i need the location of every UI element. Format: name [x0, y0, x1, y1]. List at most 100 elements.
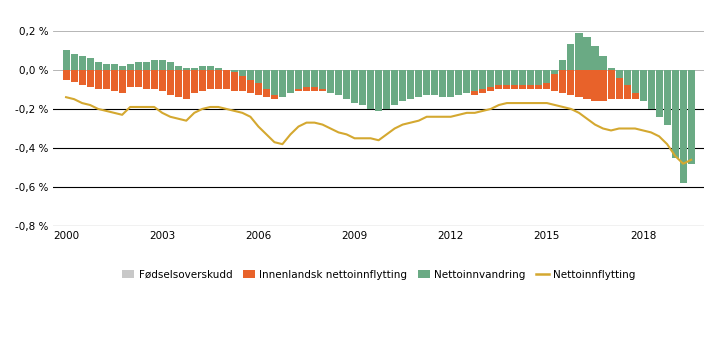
- Bar: [567, 44, 574, 70]
- Bar: [487, 70, 495, 76]
- Bar: [311, 70, 318, 91]
- Bar: [471, 70, 478, 95]
- Bar: [575, 70, 582, 76]
- Bar: [351, 70, 358, 76]
- Bar: [480, 70, 486, 76]
- Bar: [175, 70, 182, 97]
- Bar: [239, 70, 246, 91]
- Bar: [672, 70, 679, 76]
- Bar: [247, 70, 254, 76]
- Bar: [471, 70, 478, 76]
- Bar: [423, 70, 430, 76]
- Bar: [359, 70, 366, 105]
- Bar: [383, 70, 390, 109]
- Bar: [247, 70, 254, 93]
- Bar: [431, 70, 439, 95]
- Bar: [70, 70, 78, 81]
- Bar: [159, 70, 166, 76]
- Bar: [223, 70, 230, 76]
- Bar: [536, 70, 542, 76]
- Bar: [207, 66, 214, 70]
- Bar: [559, 70, 567, 93]
- Bar: [215, 68, 222, 70]
- Bar: [279, 70, 286, 97]
- Bar: [183, 68, 190, 70]
- Bar: [631, 70, 638, 76]
- Bar: [327, 70, 334, 76]
- Bar: [86, 70, 93, 87]
- Bar: [648, 70, 654, 76]
- Bar: [191, 68, 198, 70]
- Bar: [223, 70, 230, 89]
- Bar: [279, 70, 286, 76]
- Bar: [431, 70, 439, 76]
- Bar: [191, 70, 198, 93]
- Bar: [623, 70, 631, 86]
- Bar: [103, 64, 110, 70]
- Bar: [295, 70, 302, 91]
- Bar: [480, 70, 486, 89]
- Bar: [439, 70, 446, 91]
- Bar: [664, 70, 671, 124]
- Bar: [335, 70, 342, 95]
- Bar: [544, 70, 551, 84]
- Bar: [487, 70, 495, 87]
- Bar: [335, 70, 342, 95]
- Bar: [536, 70, 542, 89]
- Bar: [608, 70, 615, 99]
- Bar: [287, 70, 294, 93]
- Bar: [679, 70, 687, 76]
- Bar: [367, 70, 374, 76]
- Bar: [78, 56, 86, 70]
- Bar: [231, 70, 238, 76]
- Bar: [127, 64, 134, 70]
- Bar: [544, 70, 551, 76]
- Bar: [519, 70, 526, 76]
- Bar: [503, 70, 510, 86]
- Bar: [672, 70, 679, 158]
- Bar: [63, 70, 70, 76]
- Bar: [527, 70, 534, 86]
- Bar: [239, 70, 246, 76]
- Bar: [335, 70, 342, 76]
- Bar: [559, 70, 567, 76]
- Bar: [183, 70, 190, 76]
- Bar: [519, 70, 526, 86]
- Bar: [615, 70, 623, 99]
- Bar: [134, 70, 142, 76]
- Bar: [399, 70, 406, 76]
- Bar: [351, 70, 358, 97]
- Bar: [367, 70, 374, 97]
- Bar: [648, 70, 654, 103]
- Bar: [415, 70, 422, 76]
- Bar: [551, 70, 559, 74]
- Bar: [167, 70, 174, 76]
- Bar: [239, 70, 246, 76]
- Bar: [375, 70, 382, 111]
- Bar: [431, 70, 439, 91]
- Bar: [551, 70, 559, 91]
- Bar: [391, 70, 398, 105]
- Bar: [679, 70, 687, 183]
- Bar: [527, 70, 534, 89]
- Bar: [600, 70, 607, 101]
- Bar: [583, 36, 590, 70]
- Bar: [415, 70, 422, 93]
- Bar: [527, 70, 534, 76]
- Bar: [142, 62, 150, 70]
- Bar: [367, 70, 374, 109]
- Bar: [134, 70, 142, 87]
- Bar: [327, 70, 334, 93]
- Bar: [119, 70, 126, 93]
- Bar: [592, 70, 598, 76]
- Bar: [134, 62, 142, 70]
- Bar: [391, 70, 398, 76]
- Bar: [623, 70, 631, 76]
- Bar: [631, 70, 638, 93]
- Bar: [198, 70, 206, 91]
- Bar: [319, 70, 326, 89]
- Bar: [63, 50, 70, 70]
- Bar: [463, 70, 470, 93]
- Bar: [247, 70, 254, 79]
- Bar: [343, 70, 350, 95]
